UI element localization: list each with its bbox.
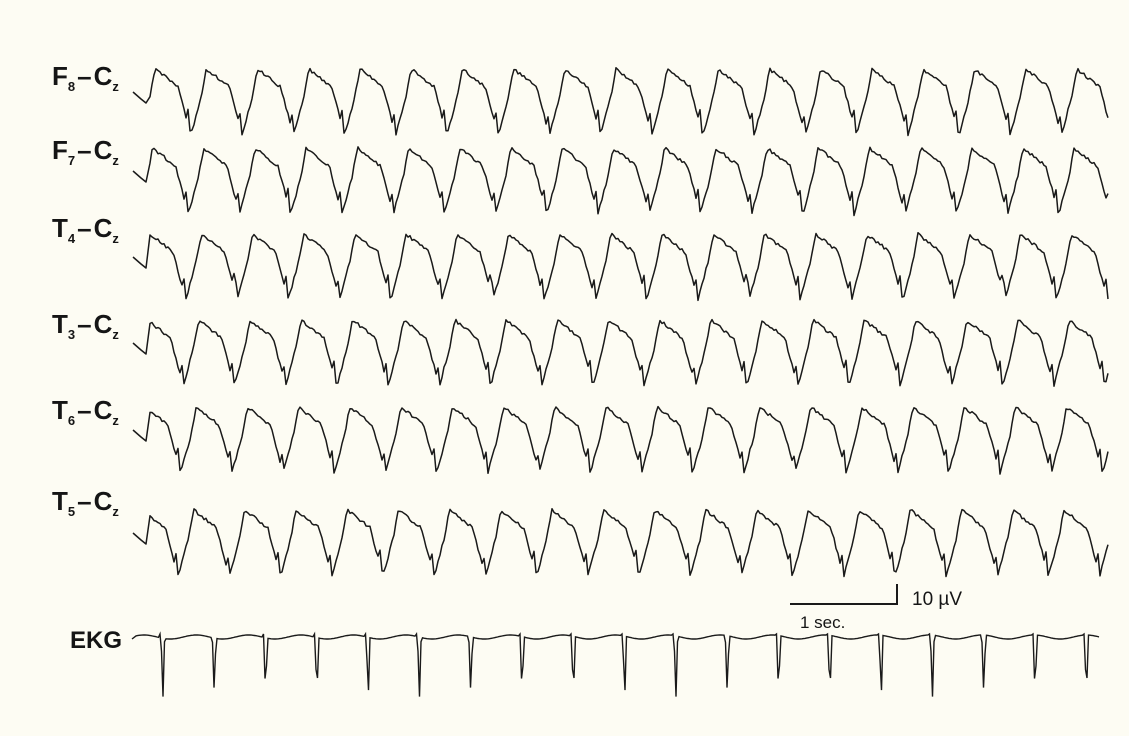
reference-letter: C [93,309,113,339]
reference-subscript: z [112,327,119,342]
reference-subscript: z [112,231,119,246]
electrode-subscript: 5 [67,504,76,519]
electrode-letter: T [52,395,68,425]
electrode-letter: F [52,135,68,165]
reference-subscript: z [112,79,119,94]
channel-label-2: T4–Cz [52,213,119,246]
channel-label-5: T5–Cz [52,486,119,519]
ekg-trace [131,631,1100,697]
electrode-letter: T [52,486,68,516]
electrode-subscript: 7 [67,153,76,168]
calibration-bar [790,584,898,605]
electrode-letter: T [52,309,68,339]
eeg-trace-4 [132,405,1109,475]
eeg-trace-2 [132,231,1109,302]
eeg-trace-3 [132,318,1109,387]
channel-label-4: T6–Cz [52,395,119,428]
eeg-trace-5 [132,507,1109,578]
reference-letter: C [93,486,113,516]
electrode-letter: T [52,213,68,243]
channel-label-1: F7–Cz [52,135,119,168]
electrode-subscript: 8 [67,79,76,94]
time-scale-label: 1 sec. [800,613,846,632]
reference-subscript: z [112,504,119,519]
ekg-label: EKG [70,627,123,654]
reference-subscript: z [112,413,119,428]
reference-letter: C [93,395,113,425]
amplitude-scale-label: 10 µV [912,589,963,610]
electrode-subscript: 3 [67,327,76,342]
reference-subscript: z [112,153,119,168]
electrode-letter: F [52,61,68,91]
eeg-trace-1 [132,146,1109,217]
eeg-trace-0 [132,67,1109,137]
reference-letter: C [93,213,113,243]
reference-letter: C [93,61,113,91]
channel-label-3: T3–Cz [52,309,119,342]
channel-label-0: F8–Cz [52,61,119,94]
electrode-subscript: 6 [67,413,76,428]
reference-letter: C [93,135,113,165]
electrode-subscript: 4 [67,231,76,246]
